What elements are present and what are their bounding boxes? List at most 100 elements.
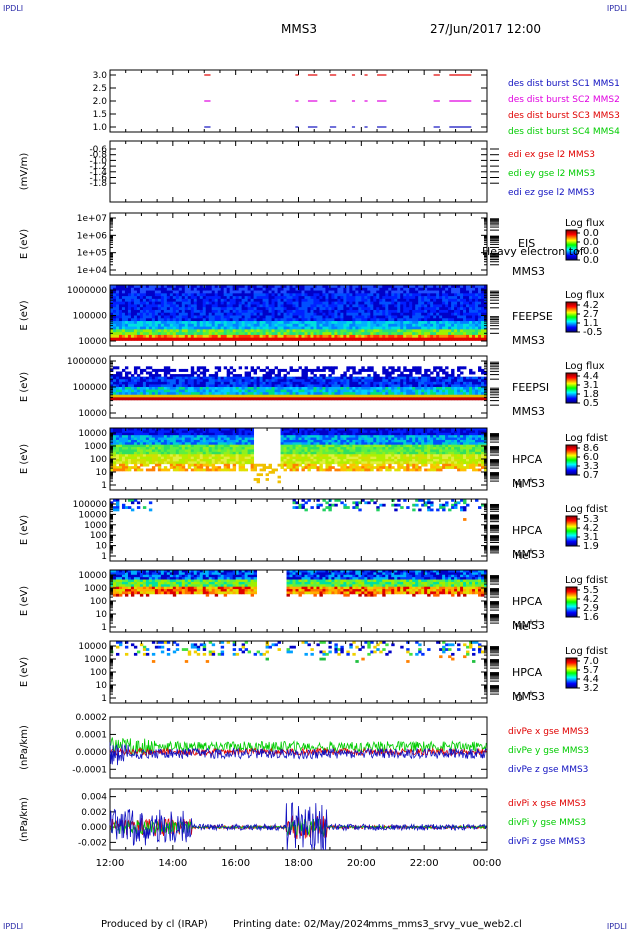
- spectrogram-cell: [397, 392, 401, 396]
- spectrogram-cell: [409, 384, 413, 388]
- spectrogram-cell: [226, 309, 231, 314]
- spectrogram-cell: [115, 451, 120, 455]
- spectrogram-cell: [397, 337, 401, 341]
- spectrogram-cell: [469, 384, 473, 388]
- spectrogram-cell: [247, 374, 252, 378]
- spectrogram-cell: [391, 296, 395, 300]
- spectrogram-cell: [343, 321, 347, 325]
- spectrogram-cell: [328, 315, 332, 319]
- spectrogram-cell: [154, 456, 159, 460]
- spectrogram-cell: [313, 290, 317, 294]
- spectrogram-cell: [256, 285, 261, 289]
- spectrogram-cell: [110, 376, 114, 380]
- spectrogram-cell: [172, 428, 177, 431]
- spectrogram-cell: [481, 389, 485, 393]
- spectrogram-cell: [463, 287, 467, 291]
- spectrogram-cell: [217, 326, 222, 330]
- spectrogram-cell: [463, 309, 467, 314]
- spectrogram-cell: [115, 334, 120, 339]
- spectrogram-cell: [190, 293, 195, 297]
- spectrogram-cell: [445, 381, 449, 385]
- spectrogram-cell: [163, 307, 168, 311]
- spectrogram-cell: [130, 451, 135, 455]
- spectrogram-cell: [211, 329, 216, 333]
- spectrogram-cell: [379, 334, 383, 339]
- spectrogram-cell: [361, 332, 365, 336]
- spectrogram-cell: [358, 304, 362, 308]
- spectrogram-cell: [190, 459, 195, 462]
- spectrogram-cell: [241, 337, 246, 341]
- spectrogram-cell: [454, 376, 458, 380]
- spectrogram-cell: [110, 374, 114, 378]
- spectrogram-cell: [403, 387, 407, 390]
- spectrogram-cell: [142, 318, 147, 322]
- spectrogram-cell: [304, 323, 308, 327]
- spectrogram-cell: [262, 312, 266, 316]
- spectrogram-cell: [115, 394, 120, 398]
- spectrogram-cell: [181, 454, 186, 458]
- spectrogram-cell: [223, 290, 228, 294]
- spectrogram-cell: [364, 298, 368, 303]
- spectrogram-cell: [349, 318, 353, 322]
- spectrogram-cell: [232, 293, 237, 297]
- spectrogram-cell: [262, 326, 266, 330]
- spectrogram-cell: [163, 468, 168, 472]
- spectrogram-cell: [328, 376, 332, 380]
- spectrogram-cell: [454, 379, 458, 383]
- spectrogram-cell: [223, 394, 228, 398]
- spectrogram-cell: [400, 323, 404, 327]
- spectrogram-cell: [244, 315, 249, 319]
- spectrogram-cell: [130, 298, 135, 303]
- spectrogram-cell: [115, 285, 120, 289]
- spectrogram-cell: [451, 309, 455, 314]
- spectrogram-cell: [415, 368, 419, 372]
- spectrogram-cell: [112, 298, 117, 303]
- spectrogram-cell: [463, 321, 467, 325]
- spectrogram-cell: [400, 332, 404, 336]
- spectrogram-cell: [334, 376, 338, 380]
- spectrogram-cell: [193, 394, 198, 398]
- spectrogram-cell: [394, 387, 398, 390]
- spectrogram-cell: [355, 296, 359, 300]
- spectrogram-cell: [115, 329, 120, 333]
- spectrogram-cell: [382, 323, 386, 327]
- spectrogram-cell: [373, 394, 377, 398]
- spectrogram-cell: [358, 298, 362, 303]
- spectrogram-cell: [358, 376, 362, 380]
- spectrogram-cell: [148, 287, 153, 291]
- spectrogram-cell: [202, 296, 207, 300]
- spectrogram-cell: [289, 318, 293, 322]
- spectrogram-cell: [244, 397, 249, 401]
- spectrogram-cell: [286, 371, 290, 375]
- spectrogram-cell: [280, 376, 284, 380]
- spectrogram-cell: [469, 397, 473, 401]
- spectrogram-cell: [388, 379, 392, 383]
- spectrogram-cell: [385, 321, 389, 325]
- spectrogram-cell: [253, 287, 258, 291]
- spectrogram-cell: [385, 298, 389, 303]
- spectrogram-cell: [283, 312, 287, 316]
- spectrogram-cell: [319, 389, 323, 393]
- spectrogram-cell: [463, 301, 467, 305]
- spectrogram-cell: [442, 332, 446, 336]
- spectrogram-cell: [427, 287, 431, 291]
- spectrogram-cell: [325, 389, 329, 393]
- spectrogram-cell: [253, 387, 258, 390]
- spectrogram-cell: [112, 392, 117, 396]
- spectrogram-cell: [430, 321, 434, 325]
- spectrogram-cell: [403, 287, 407, 291]
- spectrogram-cell: [271, 301, 275, 305]
- spectrogram-cell: [220, 334, 225, 339]
- spectrogram-cell: [160, 447, 165, 450]
- spectrogram-cell: [469, 329, 473, 333]
- spectrogram-cell: [325, 387, 329, 390]
- spectrogram-cell: [331, 329, 335, 333]
- spectrogram-cell: [322, 329, 326, 333]
- spectrogram-cell: [250, 293, 255, 297]
- spectrogram-cell: [454, 323, 458, 327]
- spectrogram-cell: [154, 439, 159, 443]
- spectrogram-cell: [307, 394, 311, 398]
- spectrogram-cell: [412, 334, 416, 339]
- spectrogram-cell: [283, 394, 287, 398]
- spectrogram-cell: [340, 293, 344, 297]
